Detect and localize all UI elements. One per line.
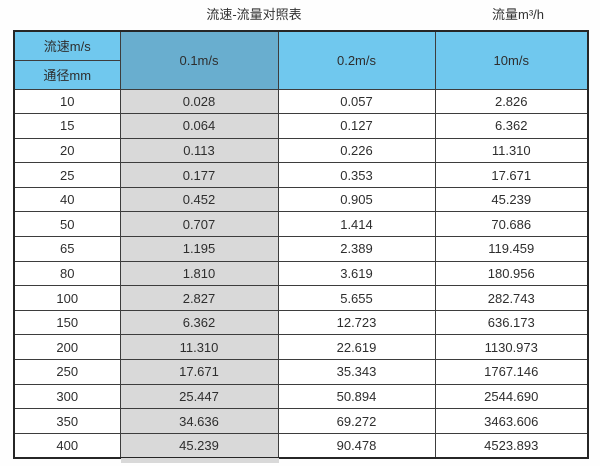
value-cell-0-1ms: 0.028: [119, 88, 279, 115]
value-cell-0-2ms: 35.343: [277, 359, 436, 385]
table-body: 10 0.028 0.057 2.826 15 0.064 0.127 6.362 20 0.11…: [13, 88, 589, 459]
value-cell-0-2ms: 69.272: [277, 408, 436, 434]
diameter-cell: 40: [13, 186, 121, 213]
value-cell-0-2ms: 0.127: [277, 113, 436, 139]
table-row: 100 2.827 5.655 282.743: [13, 285, 589, 311]
value-cell-10ms: 2544.690: [434, 383, 589, 410]
diameter-cell: 350: [13, 408, 121, 434]
value-cell-0-2ms: 50.894: [277, 383, 436, 410]
value-cell-0-1ms: 45.239: [119, 432, 279, 459]
table-row: 150 6.362 12.723 636.173: [13, 309, 589, 336]
value-cell-0-2ms: 2.389: [277, 236, 436, 262]
col-header-10ms: 10m/s: [434, 30, 589, 90]
header-row-top: 流速m/s 0.1m/s 0.2m/s 10m/s: [13, 30, 589, 90]
page-title: 流速-流量对照表: [206, 7, 302, 22]
value-cell-10ms: 4523.893: [434, 432, 589, 459]
value-cell-0-1ms: 0.452: [119, 186, 279, 213]
header-row-bottom: 通径mm: [13, 59, 588, 90]
corner-velocity-label: 流速m/s: [13, 30, 121, 61]
value-cell-10ms: 45.239: [434, 186, 589, 213]
value-cell-0-2ms: 0.353: [277, 162, 436, 188]
value-cell-10ms: 3463.606: [434, 408, 589, 434]
table-row: 250 17.671 35.343 1767.146: [13, 359, 589, 385]
value-cell-0-1ms: 25.447: [119, 383, 279, 410]
diameter-cell: 250: [13, 359, 121, 385]
value-cell-0-2ms: 0.226: [277, 137, 436, 164]
table-row: 400 45.239 90.478 4523.893: [13, 432, 589, 459]
value-cell-10ms: 1767.146: [434, 359, 589, 385]
value-cell-0-2ms: 3.619: [277, 260, 436, 287]
value-cell-0-2ms: 22.619: [277, 334, 436, 361]
top-labels: 流速-流量对照表 流量m³/h: [0, 0, 600, 30]
table-row: 25 0.177 0.353 17.671: [13, 162, 589, 188]
table-row: 40 0.452 0.905 45.239: [13, 186, 589, 213]
diameter-cell: 400: [13, 432, 121, 459]
value-cell-0-1ms: 1.810: [119, 260, 279, 287]
value-cell-0-1ms: 0.707: [119, 211, 279, 238]
value-cell-0-2ms: 0.905: [277, 186, 436, 213]
gray-column-overhang: [121, 458, 279, 463]
table-row: 20 0.113 0.226 11.310: [13, 137, 589, 164]
value-cell-10ms: 70.686: [434, 211, 589, 238]
col-header-0-2ms: 0.2m/s: [277, 30, 436, 90]
table-row: 50 0.707 1.414 70.686: [13, 211, 589, 238]
value-cell-10ms: 17.671: [434, 162, 589, 188]
value-cell-0-1ms: 34.636: [119, 408, 279, 434]
value-cell-0-1ms: 2.827: [119, 285, 279, 311]
diameter-cell: 100: [13, 285, 121, 311]
value-cell-0-1ms: 17.671: [119, 359, 279, 385]
value-cell-0-1ms: 0.064: [119, 113, 279, 139]
table-row: 80 1.810 3.619 180.956: [13, 260, 589, 287]
table-row: 15 0.064 0.127 6.362: [13, 113, 589, 139]
value-cell-0-2ms: 1.414: [277, 211, 436, 238]
value-cell-0-1ms: 0.177: [119, 162, 279, 188]
value-cell-10ms: 6.362: [434, 113, 589, 139]
col-header-0-1ms: 0.1m/s: [119, 30, 279, 90]
value-cell-10ms: 636.173: [434, 309, 589, 336]
diameter-cell: 80: [13, 260, 121, 287]
diameter-cell: 300: [13, 383, 121, 410]
value-cell-10ms: 180.956: [434, 260, 589, 287]
diameter-cell: 50: [13, 211, 121, 238]
table-row: 300 25.447 50.894 2544.690: [13, 383, 589, 410]
corner-diameter-label: 通径mm: [13, 59, 121, 90]
diameter-cell: 200: [13, 334, 121, 361]
diameter-cell: 65: [13, 236, 121, 262]
diameter-cell: 10: [13, 88, 121, 115]
value-cell-0-1ms: 11.310: [119, 334, 279, 361]
diameter-cell: 25: [13, 162, 121, 188]
value-cell-10ms: 282.743: [434, 285, 589, 311]
diameter-cell: 15: [13, 113, 121, 139]
table-header: 流速m/s 0.1m/s 0.2m/s 10m/s 通径mm: [13, 30, 589, 90]
value-cell-10ms: 1130.973: [434, 334, 589, 361]
value-cell-10ms: 11.310: [434, 137, 589, 164]
value-cell-10ms: 2.826: [434, 88, 589, 115]
value-cell-0-2ms: 12.723: [277, 309, 436, 336]
value-cell-10ms: 119.459: [434, 236, 589, 262]
value-cell-0-1ms: 6.362: [119, 309, 279, 336]
value-cell-0-2ms: 0.057: [277, 88, 436, 115]
flow-unit-label: 流量m³/h: [491, 7, 545, 22]
value-cell-0-2ms: 90.478: [277, 432, 436, 459]
diameter-cell: 20: [13, 137, 121, 164]
value-cell-0-1ms: 0.113: [119, 137, 279, 164]
diameter-cell: 150: [13, 309, 121, 336]
table-row: 65 1.195 2.389 119.459: [13, 236, 589, 262]
table-row: 350 34.636 69.272 3463.606: [13, 408, 589, 434]
value-cell-0-1ms: 1.195: [119, 236, 279, 262]
table-row: 200 11.310 22.619 1130.973: [13, 334, 589, 361]
value-cell-0-2ms: 5.655: [277, 285, 436, 311]
table-row: 10 0.028 0.057 2.826: [13, 88, 589, 115]
flow-rate-table: 流速m/s 0.1m/s 0.2m/s 10m/s 通径mm 10 0.028 0.…: [13, 30, 589, 459]
